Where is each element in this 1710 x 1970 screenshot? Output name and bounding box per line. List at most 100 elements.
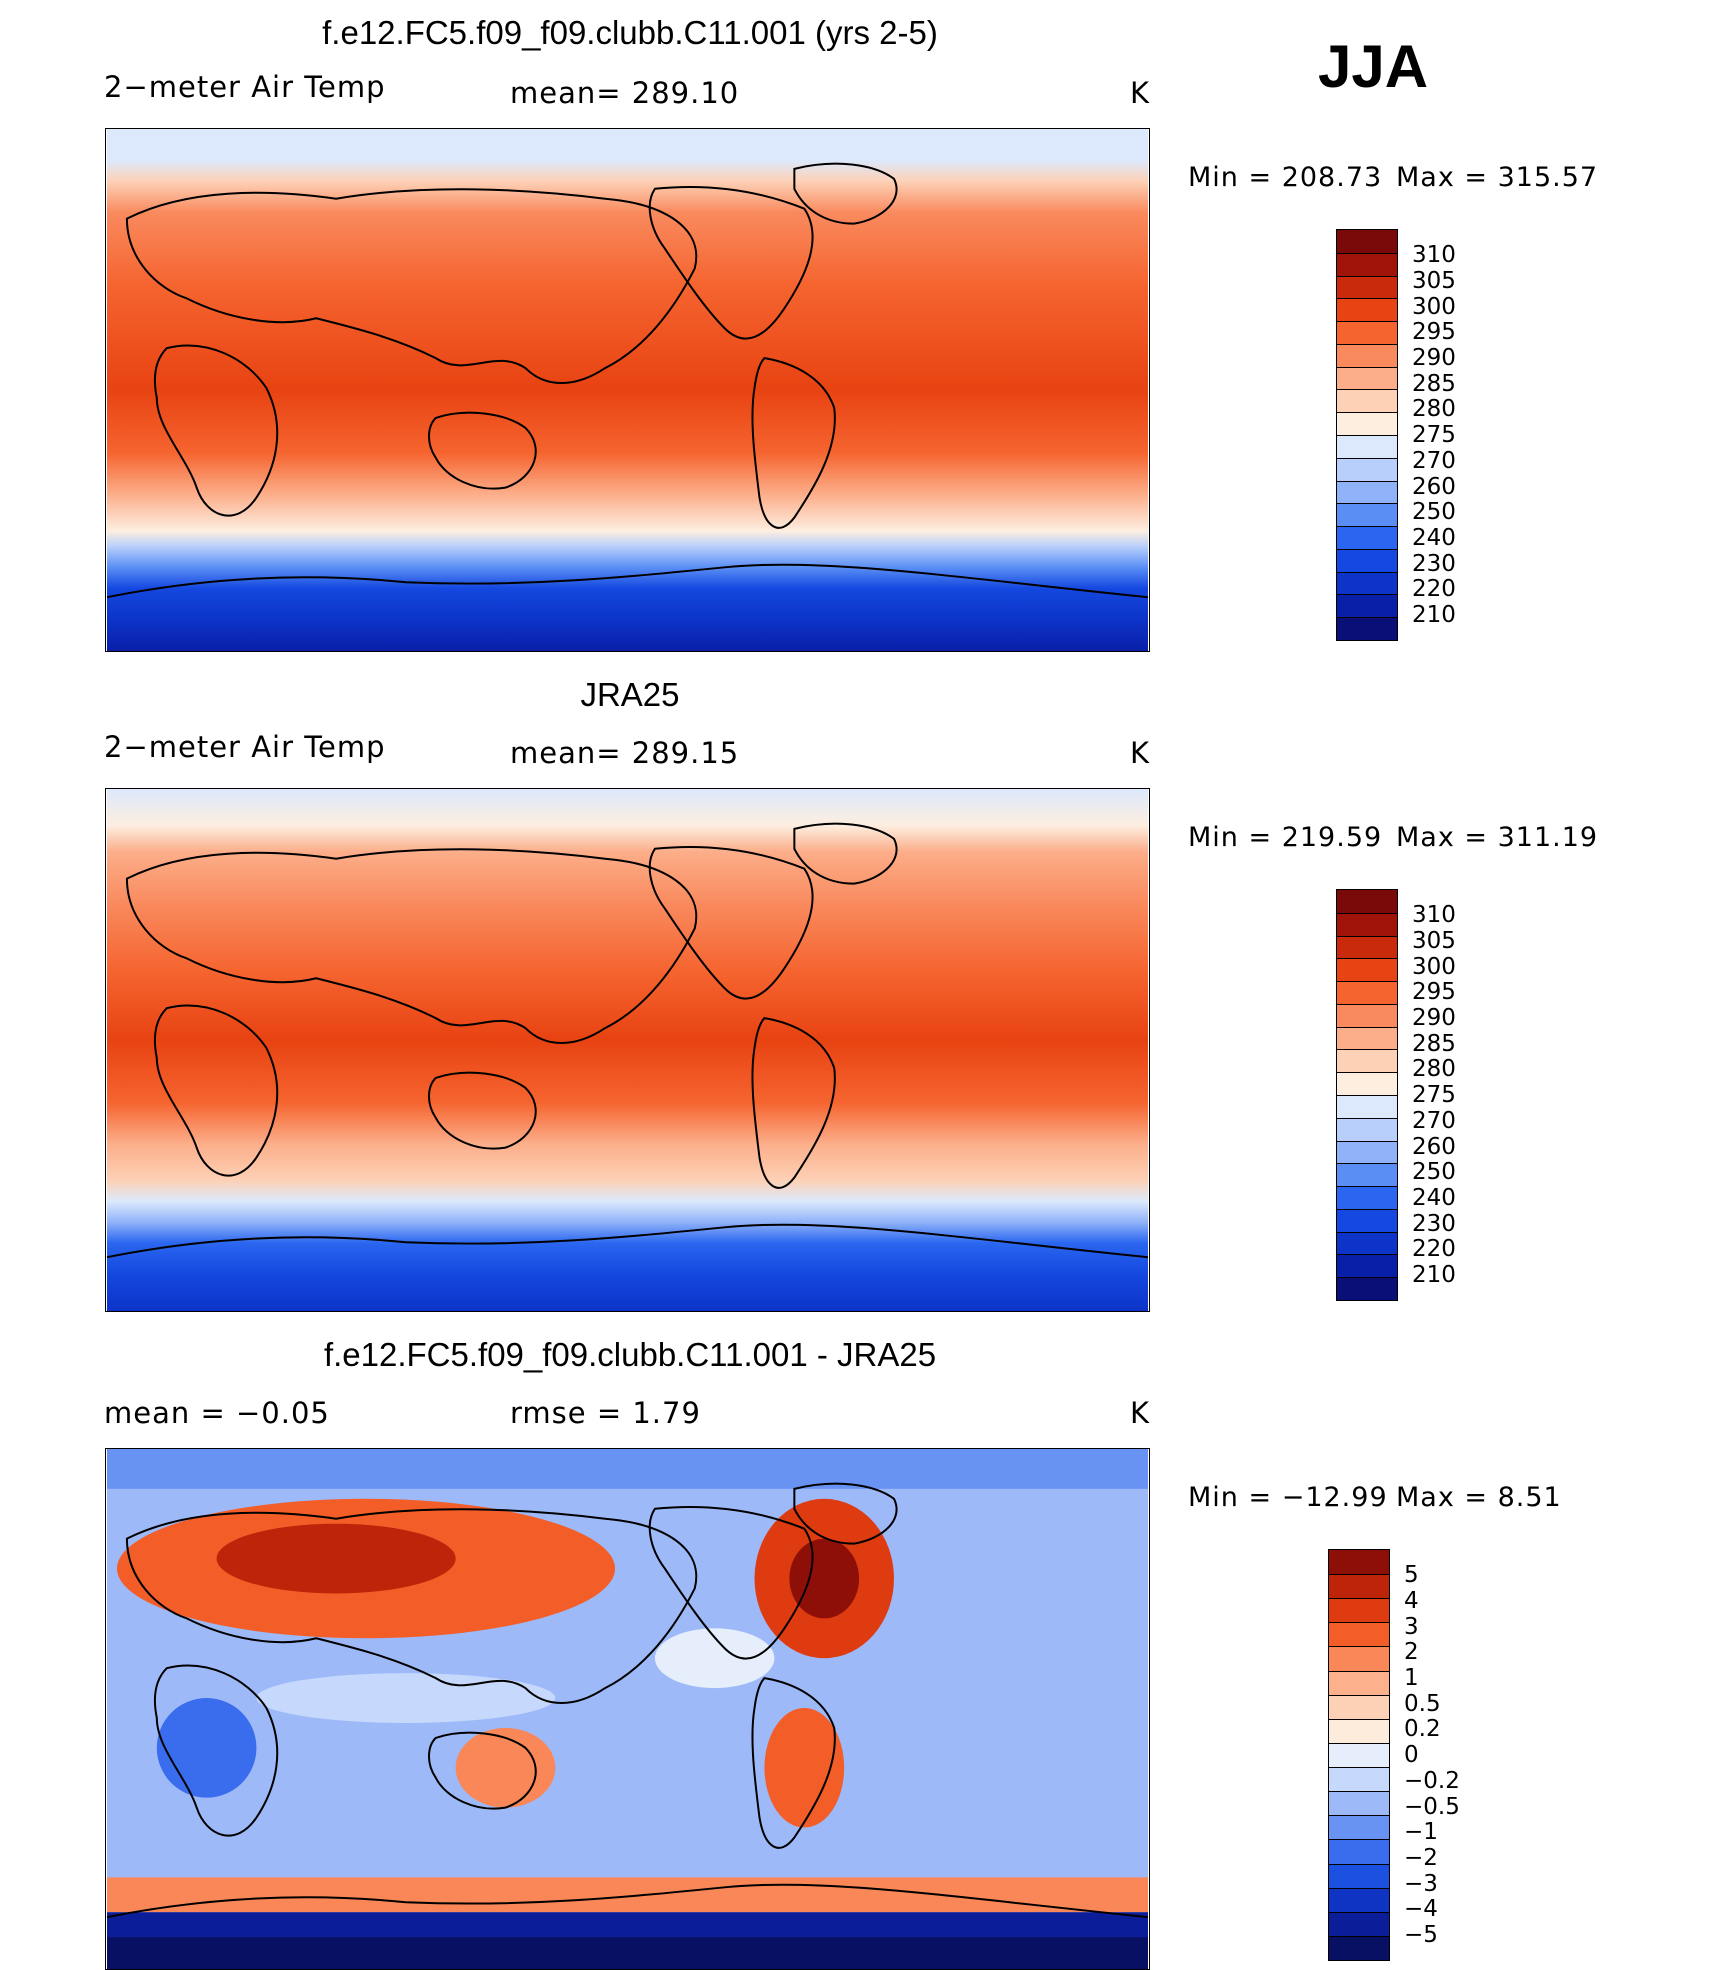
panel-3-tick: 0 <box>1404 1742 1419 1768</box>
colorbar-cell <box>1329 1694 1389 1719</box>
panel-2-tick: 260 <box>1412 1134 1456 1160</box>
colorbar-cell <box>1329 1791 1389 1816</box>
panel-2-min-label: Min = 219.59 <box>1188 822 1383 853</box>
panel-2-tick: 285 <box>1412 1031 1456 1057</box>
colorbar-cell <box>1337 594 1397 618</box>
colorbar-cell <box>1337 1208 1397 1232</box>
panel-2-units-label: K <box>1130 736 1151 770</box>
colorbar-cell <box>1337 912 1397 936</box>
panel-1-tick: 280 <box>1412 396 1456 422</box>
panel-2-tick: 280 <box>1412 1056 1456 1082</box>
panel-1-tick: 270 <box>1412 448 1456 474</box>
panel-2-tick: 250 <box>1412 1159 1456 1185</box>
panel-3-tick: −1 <box>1404 1819 1438 1845</box>
panel-3-tick: −0.2 <box>1404 1768 1460 1794</box>
panel-1-tick: 240 <box>1412 525 1456 551</box>
colorbar-cell <box>1337 958 1397 982</box>
panel-2-colorbar <box>1336 889 1398 1301</box>
panel-3-colorbar <box>1328 1549 1390 1961</box>
panel-1-variable-label: 2−meter Air Temp <box>104 70 386 104</box>
colorbar-cell <box>1337 617 1397 640</box>
panel-2-variable-label: 2−meter Air Temp <box>104 730 386 764</box>
panel-3-tick: 2 <box>1404 1639 1419 1665</box>
colorbar-cell <box>1329 1670 1389 1695</box>
colorbar-cell <box>1329 1887 1389 1912</box>
colorbar-cell <box>1337 1003 1397 1027</box>
panel-2-tick: 240 <box>1412 1185 1456 1211</box>
panel-1-tick: 285 <box>1412 371 1456 397</box>
colorbar-cell <box>1337 1231 1397 1255</box>
colorbar-cell <box>1337 1072 1397 1095</box>
panel-3-tick: −3 <box>1404 1871 1438 1897</box>
panel-3-tick: 4 <box>1404 1588 1419 1614</box>
panel-3-title: f.e12.FC5.f09_f09.clubb.C11.001 - JRA25 <box>323 1336 937 1373</box>
panel-3-tick: 1 <box>1404 1665 1419 1691</box>
colorbar-cell <box>1337 1117 1397 1141</box>
panel-3-max-label: Max = 8.51 <box>1396 1482 1562 1513</box>
panel-1-tick: 230 <box>1412 551 1456 577</box>
colorbar-cell <box>1337 1140 1397 1164</box>
panel-1-colorbar <box>1336 229 1398 641</box>
panel-1-tick: 290 <box>1412 345 1456 371</box>
panel-1-max-label: Max = 315.57 <box>1396 162 1599 193</box>
colorbar-cell <box>1329 1935 1389 1960</box>
colorbar-cell <box>1329 1598 1389 1623</box>
panel-3-tick: −5 <box>1404 1922 1438 1948</box>
colorbar-cell <box>1337 1163 1397 1187</box>
panel-3-map <box>105 1448 1150 1970</box>
colorbar-cell <box>1329 1863 1389 1888</box>
panel-2-tick: 300 <box>1412 954 1456 980</box>
colorbar-cell <box>1337 480 1397 504</box>
colorbar-cell <box>1337 389 1397 413</box>
panel-3-mean-label: mean = −0.05 <box>104 1396 330 1430</box>
colorbar-cell <box>1337 412 1397 435</box>
panel-3-colorbar-ticks: 5 4 3 2 1 0.5 0.2 0 −0.2 −0.5 −1 −2 −3 −… <box>1404 1549 1514 1961</box>
panel-1-map <box>105 128 1150 652</box>
colorbar-cell <box>1329 1815 1389 1840</box>
colorbar-cell <box>1337 935 1397 959</box>
colorbar-cell <box>1337 1026 1397 1050</box>
colorbar-cell <box>1337 275 1397 299</box>
panel-1-tick: 295 <box>1412 319 1456 345</box>
panel-2-tick: 275 <box>1412 1082 1456 1108</box>
panel-3-units-label: K <box>1130 1396 1151 1430</box>
panel-3-tick: −0.5 <box>1404 1794 1460 1820</box>
colorbar-cell <box>1329 1911 1389 1936</box>
panel-2-tick: 230 <box>1412 1211 1456 1237</box>
panel-3-tick: 3 <box>1404 1614 1419 1640</box>
colorbar-cell <box>1337 366 1397 390</box>
panel-1-mean-label: mean= 289.10 <box>510 76 740 110</box>
panel-2-map <box>105 788 1150 1312</box>
colorbar-cell <box>1337 1277 1397 1300</box>
colorbar-cell <box>1337 1049 1397 1073</box>
panel-3-min-label: Min = −12.99 <box>1188 1482 1388 1513</box>
panel-1-tick: 210 <box>1412 602 1456 628</box>
panel-1-tick: 300 <box>1412 294 1456 320</box>
colorbar-cell <box>1337 503 1397 527</box>
panel-3-rmse-label: rmse = 1.79 <box>510 1396 701 1430</box>
season-label: JJA <box>1318 33 1429 100</box>
panel-2-tick: 305 <box>1412 928 1456 954</box>
colorbar-cell <box>1329 1718 1389 1743</box>
colorbar-cell <box>1337 548 1397 572</box>
panel-1-tick: 250 <box>1412 499 1456 525</box>
panel-2-tick: 210 <box>1412 1262 1456 1288</box>
panel-2-tick: 290 <box>1412 1005 1456 1031</box>
colorbar-cell <box>1337 457 1397 481</box>
panel-2-max-label: Max = 311.19 <box>1396 822 1599 853</box>
colorbar-cell <box>1337 1186 1397 1209</box>
colorbar-cell <box>1329 1550 1389 1575</box>
colorbar-cell <box>1337 1254 1397 1278</box>
colorbar-cell <box>1337 435 1397 458</box>
panel-2-title: JRA25 <box>580 676 680 713</box>
colorbar-cell <box>1337 571 1397 595</box>
colorbar-cell <box>1329 1767 1389 1792</box>
panel-1-tick: 260 <box>1412 474 1456 500</box>
colorbar-cell <box>1337 230 1397 253</box>
panel-1-units-label: K <box>1130 76 1151 110</box>
colorbar-cell <box>1329 1742 1389 1768</box>
panel-2-colorbar-ticks: 310 305 300 295 290 285 280 275 270 260 … <box>1412 889 1512 1301</box>
panel-1-min-label: Min = 208.73 <box>1188 162 1383 193</box>
panel-2-tick: 270 <box>1412 1108 1456 1134</box>
colorbar-cell <box>1337 298 1397 322</box>
